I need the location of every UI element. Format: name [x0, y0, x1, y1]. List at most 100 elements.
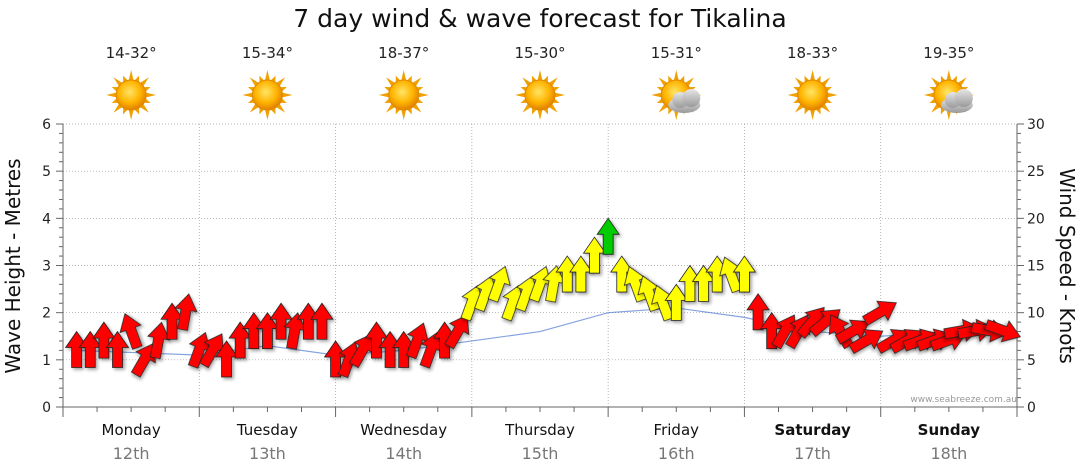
sun-ray	[386, 103, 395, 113]
wind-arrow	[147, 321, 171, 360]
sun-ray	[265, 70, 270, 81]
sun-disc	[251, 79, 283, 111]
right-tick-label: 30	[1027, 117, 1045, 133]
sun-ray	[128, 109, 134, 120]
wind-arrow-shape	[119, 313, 143, 350]
sun-icon	[787, 70, 838, 120]
wind-arrow-shape	[848, 329, 884, 354]
sun-ray	[378, 92, 389, 98]
sun-icon	[515, 70, 565, 120]
left-tick-label: 1	[42, 353, 51, 369]
sun-ray	[139, 103, 149, 113]
left-axis-title: Wave Height - Metres	[1, 158, 25, 373]
sun-ray	[401, 70, 407, 81]
sun-ray	[386, 77, 395, 87]
axes: 0 1 2 3 4 5 6 0 5 10 15 20 25 30	[42, 117, 1045, 417]
wind-arrow-shape	[269, 302, 293, 340]
day-label: Wednesday	[360, 421, 447, 439]
sun-ray	[810, 70, 815, 81]
wind-arrow-shape	[596, 217, 620, 255]
wind-arrow-shape	[862, 300, 897, 326]
day-label: Tuesday	[236, 421, 298, 439]
cloud-shape	[668, 89, 701, 113]
wind-arrow	[64, 330, 89, 368]
left-tick-label: 6	[42, 117, 51, 133]
wind-arrow	[862, 300, 897, 326]
sun-ray	[139, 77, 149, 87]
wind-arrow	[269, 302, 293, 340]
wind-arrow	[596, 217, 620, 255]
wind-arrow	[130, 342, 156, 378]
daily-temperatures: 14-32° 15-34° 18-37° 15-30° 15-31° 18-33° 19-3…	[106, 44, 975, 62]
sun-ray	[276, 103, 286, 113]
day-labels: Monday 12th Tuesday 13th Wednesday 14th Thursd…	[102, 421, 981, 463]
wind-arrow-shape	[487, 265, 511, 303]
sun-ray	[249, 77, 259, 87]
wind-arrow	[487, 265, 511, 303]
temp-label: 19-35°	[923, 44, 974, 62]
sun-ray	[265, 109, 270, 120]
sun-ray	[651, 92, 662, 98]
sun-icon	[106, 70, 157, 120]
wind-arrow-shape	[64, 330, 89, 368]
cloud-shape	[940, 89, 973, 113]
temp-label: 15-31°	[651, 44, 702, 62]
date-label: 17th	[794, 444, 831, 463]
wind-arrow-shape	[310, 302, 334, 340]
sun-ray	[401, 109, 407, 120]
sun-ray	[249, 103, 259, 113]
temp-label: 15-34°	[242, 44, 293, 62]
wind-arrow	[848, 329, 884, 354]
sun-ray	[554, 92, 565, 98]
day-label: Thursday	[504, 421, 575, 439]
sun-ray	[658, 103, 668, 113]
sun-ray	[537, 70, 543, 81]
sun-ray	[821, 77, 831, 87]
temp-label: 15-30°	[514, 44, 565, 62]
wind-arrows-series	[64, 217, 1021, 379]
sun-ray	[957, 77, 967, 87]
day-label: Sunday	[918, 421, 981, 439]
weather-icons	[106, 70, 974, 120]
temp-label: 18-37°	[378, 44, 429, 62]
left-tick-label: 3	[42, 259, 51, 275]
chart-title: 7 day wind & wave forecast for Tikalina	[293, 4, 787, 33]
temp-label: 14-32°	[106, 44, 157, 62]
sun-ray	[923, 92, 935, 98]
sun-ray	[522, 77, 532, 87]
wind-arrow-shape	[569, 255, 593, 293]
date-label: 14th	[385, 444, 422, 463]
sun-ray	[685, 77, 694, 87]
wind-arrow	[569, 255, 593, 293]
sun-disc	[115, 79, 147, 111]
left-tick-label: 5	[42, 164, 51, 180]
sun-ray	[827, 92, 838, 98]
right-tick-label: 0	[1027, 400, 1036, 416]
sun-ray	[548, 103, 558, 113]
sun-ray	[418, 92, 429, 98]
sun-ray	[794, 103, 804, 113]
date-label: 15th	[522, 444, 559, 463]
sun-ray	[282, 92, 293, 98]
sun-disc	[388, 79, 420, 111]
sun-ray	[821, 103, 831, 113]
wind-arrow-shape	[174, 293, 198, 331]
day-label: Monday	[102, 421, 161, 439]
wind-arrow	[105, 330, 130, 368]
sun-ray	[673, 109, 679, 120]
sun-ray	[537, 109, 543, 120]
partly-cloudy-icon	[923, 70, 974, 120]
sun-ray	[810, 109, 815, 120]
sun-ray	[548, 77, 558, 87]
wind-arrow	[732, 255, 757, 293]
right-tick-label: 20	[1027, 211, 1045, 227]
sun-ray	[515, 92, 526, 98]
right-tick-label: 10	[1027, 306, 1045, 322]
wind-arrow-shape	[130, 342, 156, 378]
wind-arrow	[119, 313, 143, 350]
sun-ray	[113, 103, 123, 113]
sun-icon	[242, 70, 293, 120]
wind-arrow	[444, 314, 470, 350]
sun-ray	[794, 77, 804, 87]
